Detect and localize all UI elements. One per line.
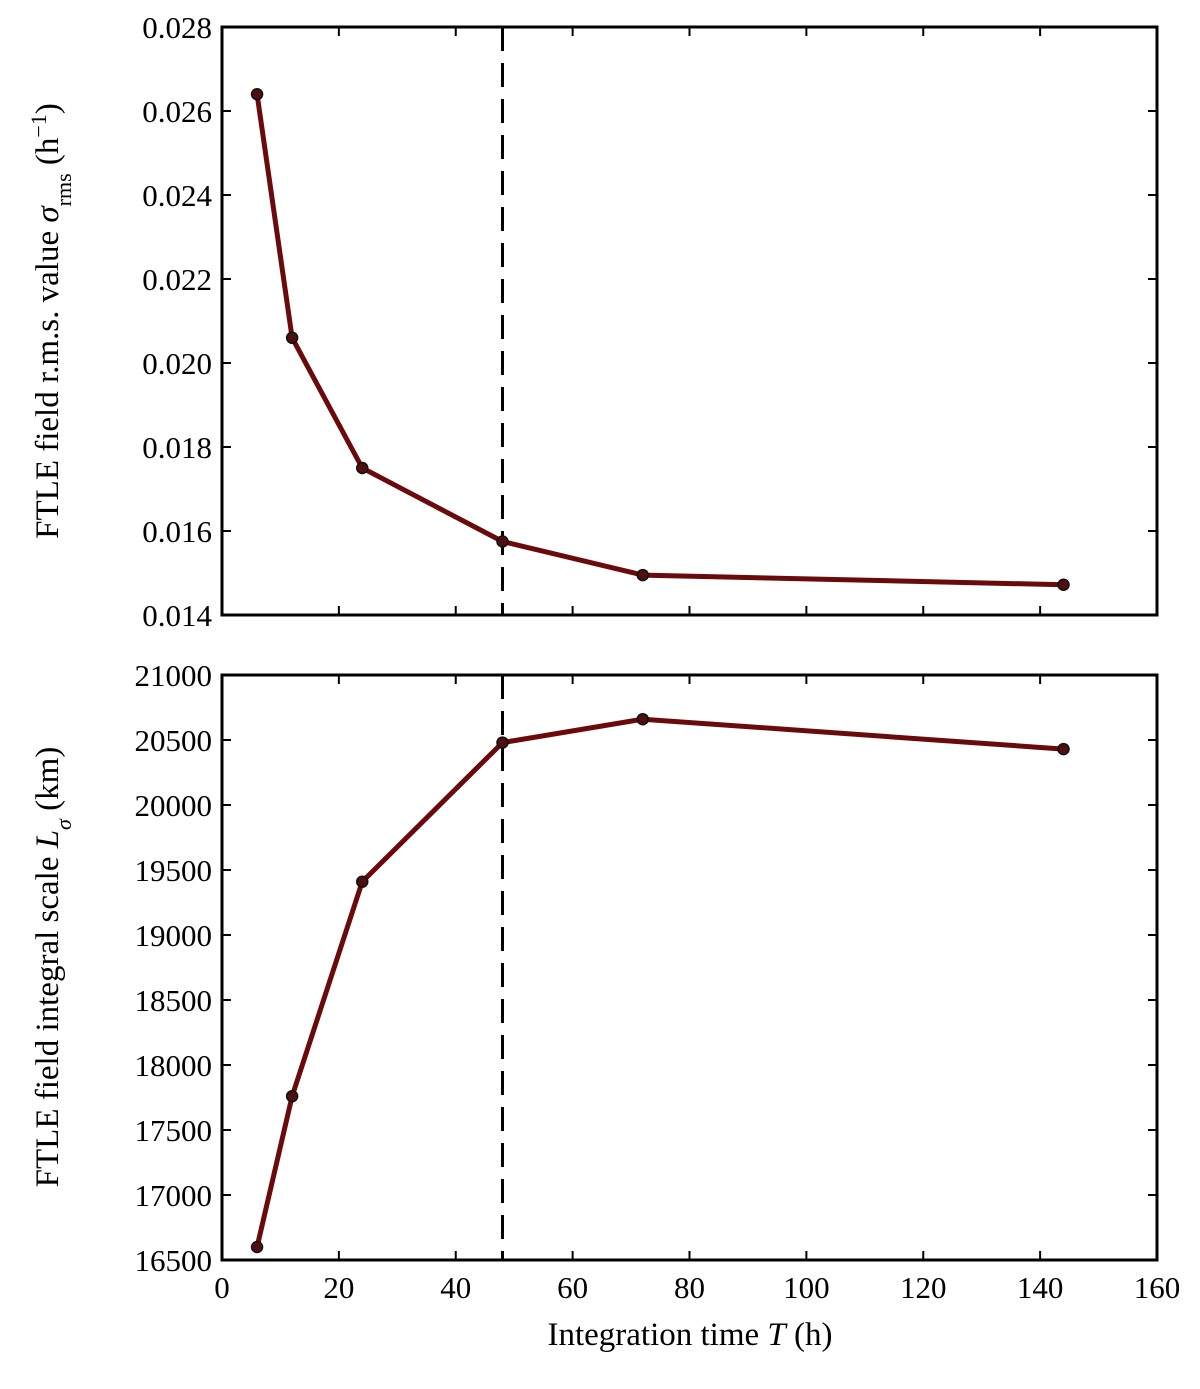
bottom-y-tick-label: 21000 [135, 658, 213, 693]
x-tick-label: 20 [323, 1270, 354, 1305]
x-tick-label: 0 [214, 1270, 230, 1305]
top-y-tick-label: 0.022 [142, 262, 212, 297]
bottom-y-tick-label: 19000 [135, 918, 213, 953]
x-tick-label: 40 [440, 1270, 471, 1305]
x-tick-label: 100 [783, 1270, 830, 1305]
top-data-point [250, 87, 264, 101]
bottom-plot-frame [220, 673, 1159, 1262]
bottom-y-ticks: 16500 17000 17500 18000 18500 19000 19500 20000… [135, 658, 1157, 1278]
bottom-markers [250, 712, 1070, 1254]
bottom-y-tick-label: 20000 [135, 788, 213, 823]
bottom-y-tick-label: 20500 [135, 723, 213, 758]
bottom-y-tick-label: 17000 [135, 1178, 213, 1213]
bottom-data-point [356, 875, 369, 888]
top-y-ticks: 0.014 0.016 0.018 0.020 0.022 0.024 0.026 0.028 [142, 10, 1158, 633]
bottom-panel: 16500 17000 17500 18000 18500 19000 19500 20000… [30, 658, 1180, 1353]
top-y-tick-label: 0.024 [142, 178, 212, 213]
bottom-y-tick-label: 16500 [135, 1243, 213, 1278]
top-y-tick-label: 0.026 [142, 94, 212, 129]
top-series-line [254, 91, 1066, 588]
bottom-series-line [254, 716, 1066, 1250]
top-data-point [496, 535, 509, 548]
x-tick-label: 80 [674, 1270, 705, 1305]
x-axis-label: Integration time T (h) [547, 1317, 832, 1353]
top-y-tick-label: 0.018 [142, 430, 212, 465]
bottom-x-ticks: 0 20 40 60 80 100 120 140 160 [214, 675, 1180, 1305]
top-markers [250, 87, 1070, 592]
top-y-axis-label: FTLE field r.m.s. value σrms (h−1) [26, 103, 76, 539]
top-data-point [1057, 578, 1070, 592]
bottom-data-point [636, 712, 649, 726]
top-y-tick-label: 0.020 [142, 346, 212, 381]
x-tick-label: 160 [1134, 1270, 1181, 1305]
bottom-data-point [496, 736, 509, 749]
bottom-y-tick-label: 18500 [135, 983, 213, 1018]
top-y-tick-label: 0.014 [142, 598, 212, 633]
bottom-y-tick-label: 19500 [135, 853, 213, 888]
top-data-point [356, 461, 369, 475]
top-y-tick-label: 0.028 [142, 10, 212, 45]
bottom-y-axis-label: FTLE field integral scale Lσ (km) [30, 747, 76, 1188]
bottom-y-tick-label: 18000 [135, 1048, 213, 1083]
top-panel: 0.014 0.016 0.018 0.020 0.022 0.024 0.026 0.028… [26, 10, 1159, 633]
bottom-data-point [1057, 742, 1070, 756]
x-tick-label: 120 [900, 1270, 947, 1305]
top-y-tick-label: 0.016 [142, 514, 212, 549]
bottom-data-point [285, 1089, 299, 1103]
top-data-point [636, 568, 649, 582]
top-data-point [285, 331, 299, 345]
bottom-y-tick-label: 17500 [135, 1113, 213, 1148]
bottom-data-point [250, 1240, 264, 1254]
x-tick-label: 60 [557, 1270, 588, 1305]
top-plot-frame [220, 25, 1159, 617]
x-tick-label: 140 [1017, 1270, 1064, 1305]
